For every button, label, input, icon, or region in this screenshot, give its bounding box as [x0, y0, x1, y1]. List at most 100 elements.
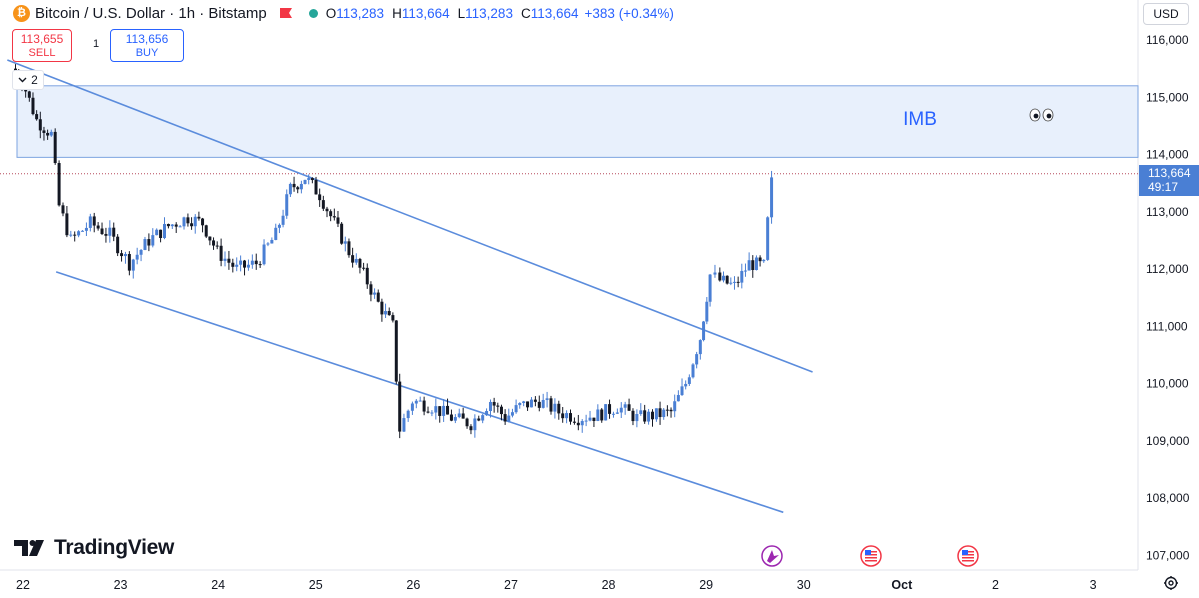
candle-body — [669, 409, 673, 412]
candle-body — [270, 239, 274, 244]
candle-body — [457, 413, 461, 418]
symbol-title[interactable]: Bitcoin / U.S. Dollar · 1h · Bitstamp — [35, 4, 267, 22]
imb-label: IMB — [903, 109, 937, 130]
time-tick-label: 30 — [797, 578, 811, 592]
candle-body — [654, 408, 658, 420]
imb-zone — [16, 85, 1139, 158]
sell-price: 113,655 — [20, 32, 64, 46]
candle-body — [336, 217, 340, 224]
time-tick-label: Oct — [891, 578, 913, 592]
candle-body — [394, 320, 398, 382]
candle-body — [190, 223, 194, 227]
candle-body — [329, 211, 333, 217]
candle-body — [557, 403, 561, 414]
candle-body — [174, 224, 178, 227]
candle-body — [215, 245, 219, 247]
current-price-value: 113,664 — [1148, 166, 1191, 180]
candle-body — [572, 421, 576, 423]
candle-body — [365, 267, 369, 285]
bitcoin-icon: ₿ — [13, 4, 30, 22]
high-value: 113,664 — [401, 5, 450, 21]
indicators-toggle[interactable]: 2 — [12, 70, 44, 90]
price-tick-label: 116,000 — [1146, 33, 1189, 47]
candle-body — [713, 272, 717, 275]
candle-body — [492, 401, 496, 406]
candle-body — [481, 415, 485, 421]
candle-body — [235, 264, 239, 267]
candle-body — [691, 364, 695, 378]
candle-body — [27, 91, 31, 98]
candle-body — [461, 413, 465, 419]
price-tick-label: 109,000 — [1146, 434, 1190, 448]
candle-body — [135, 254, 139, 260]
candle-body — [369, 284, 373, 295]
candle-body — [687, 377, 691, 384]
candle-body — [373, 292, 377, 295]
candle-body — [254, 260, 258, 265]
candle-body — [219, 245, 223, 261]
candle-body — [49, 131, 53, 136]
buy-price: 113,656 — [125, 32, 169, 46]
candle-body — [292, 183, 296, 188]
time-tick-label: 29 — [699, 578, 713, 592]
candle-body — [684, 383, 688, 387]
bar-countdown: 49:17 — [1148, 180, 1179, 194]
spread-value: 1 — [93, 38, 100, 50]
price-change: +383 (+0.34%) — [584, 5, 674, 21]
candle-body — [131, 259, 135, 271]
sell-button[interactable]: 113,655 SELL — [12, 29, 72, 62]
candle-body — [545, 398, 549, 400]
time-tick-label: 23 — [114, 578, 128, 592]
candle-body — [325, 208, 329, 212]
candle-body — [449, 414, 453, 421]
time-tick-label: 22 — [16, 578, 30, 592]
candle-body — [57, 163, 61, 206]
candle-body — [662, 409, 666, 418]
candle-body — [553, 403, 557, 412]
close-value: 113,664 — [530, 5, 579, 21]
candle-body — [100, 228, 104, 234]
flag-icon[interactable] — [279, 7, 293, 19]
candle-body — [465, 418, 469, 427]
candle-body — [718, 272, 722, 281]
candle-body — [588, 417, 592, 421]
candle-body — [120, 253, 124, 257]
candle-body — [380, 301, 384, 315]
candle-body — [81, 230, 85, 232]
candle-body — [561, 413, 565, 419]
buy-label: BUY — [135, 47, 159, 59]
us-event-flag-icon — [957, 545, 979, 567]
candle-body — [507, 415, 511, 422]
candle-body — [166, 224, 170, 227]
ohlc-readout: O113,283 H113,664 L113,283 C113,664 — [326, 6, 579, 21]
close-label: C — [520, 5, 531, 21]
eyes-emoji-icon — [1033, 113, 1039, 119]
settings-gear-icon[interactable] — [1163, 575, 1179, 591]
candle-body — [262, 244, 266, 265]
tradingview-logo[interactable]: TradingView — [14, 536, 174, 560]
currency-button[interactable]: USD — [1143, 3, 1189, 25]
candle-body — [186, 217, 190, 224]
candle-body — [387, 311, 391, 316]
time-tick-label: 28 — [602, 578, 616, 592]
candle-body — [354, 258, 358, 263]
candle-body — [537, 401, 541, 408]
candle-body — [69, 234, 73, 236]
candle-body — [518, 403, 522, 406]
candle-body — [384, 311, 388, 315]
time-tick-label: 2 — [992, 578, 999, 592]
candle-body — [127, 254, 131, 271]
candle-body — [747, 260, 751, 271]
candle-body — [611, 413, 615, 415]
candle-body — [347, 241, 351, 256]
buy-button[interactable]: 113,656 BUY — [110, 29, 184, 62]
candle-body — [246, 264, 250, 268]
candle-body — [212, 240, 216, 246]
candle-body — [639, 410, 643, 415]
candle-body — [53, 131, 57, 164]
candle-body — [398, 381, 402, 432]
us-event-flag-icon — [865, 557, 877, 559]
candle-body — [332, 216, 336, 218]
candle-body — [231, 262, 235, 267]
